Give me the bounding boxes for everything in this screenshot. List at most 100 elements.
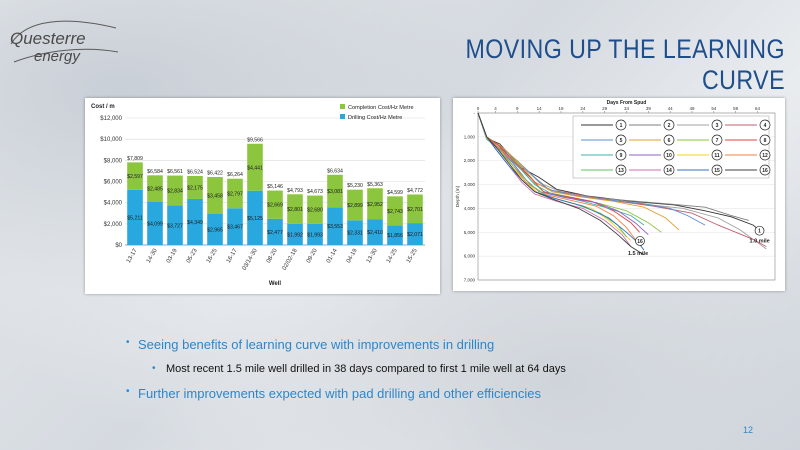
x-tick-label: 16-25: [206, 247, 219, 264]
x-tick-label: 14-30: [146, 247, 159, 264]
drilling-bar: [247, 190, 263, 245]
completion-data-label: $2,743: [387, 209, 403, 215]
x-tick-label: 15-25: [406, 247, 419, 264]
legend-marker-3: [711, 119, 723, 131]
completion-data-label: $3,458: [207, 193, 223, 199]
total-data-label: $4,772: [407, 188, 423, 194]
annotation-1-5-mile: 1.5 mile: [628, 251, 648, 257]
completion-data-label: $2,801: [287, 207, 303, 213]
x-tick-label: 14-25: [386, 247, 399, 264]
total-data-label: $6,264: [227, 172, 243, 178]
x-tick-label: 54: [711, 106, 717, 111]
x-tick-label: 05-23: [186, 247, 199, 264]
drilling-bar: [387, 225, 403, 245]
series-line-15: [477, 112, 645, 251]
x-tick-label: 03/14-30: [242, 247, 259, 271]
bullet-item: • Seeing benefits of learning curve with …: [126, 337, 758, 352]
drilling-bar: [147, 201, 163, 245]
drilling-bar: [267, 218, 283, 245]
legend-label-14: 14: [666, 168, 672, 174]
legend-swatch-completion: [340, 104, 345, 109]
y-tick-label: $6,000: [104, 180, 123, 186]
x-tick-label: 03-19: [166, 247, 179, 264]
legend-label-6: 6: [668, 138, 671, 144]
legend-label-11: 11: [714, 153, 720, 159]
completion-bar: [267, 190, 283, 219]
x-tick-label: 29: [602, 106, 608, 111]
x-tick-label: 02/02-18: [282, 247, 299, 271]
completion-data-label: $2,485: [147, 186, 163, 192]
legend-marker-15: [711, 164, 723, 176]
legend-marker-16: [759, 164, 771, 176]
drilling-data-label: $5,211: [127, 215, 143, 221]
legend-marker-12: [759, 149, 771, 161]
drilling-bar: [367, 219, 383, 245]
drilling-bar: [307, 223, 323, 245]
drilling-bar: [327, 207, 343, 245]
y-axis-label: Depth (m): [455, 185, 461, 207]
annotation-marker-label: 1: [758, 229, 761, 235]
annotation-1-mile: 1.0 mile: [750, 239, 770, 245]
completion-bar: [367, 188, 383, 220]
total-data-label: $6,524: [187, 169, 203, 175]
legend-label-4: 4: [764, 123, 767, 129]
x-tick-label: 08-20: [266, 247, 279, 264]
legend-swatch-drilling: [340, 114, 345, 119]
legend-label-completion: Completion Cost/Hz Metre: [348, 105, 414, 111]
legend-marker-2: [663, 119, 675, 131]
bullet-dot-icon: •: [126, 386, 130, 397]
total-data-label: $6,634: [327, 168, 343, 174]
total-data-label: $6,561: [167, 169, 183, 175]
x-tick-label: 24: [580, 106, 586, 111]
bar-chart-panel: Cost / m $0 $2,000 $4,000 $6,000 $8,000 $10,00…: [85, 98, 440, 294]
completion-data-label: $2,669: [267, 203, 283, 209]
legend-marker-7: [711, 134, 723, 146]
x-tick-label: 16-17: [226, 247, 239, 264]
legend-marker-1: [615, 119, 627, 131]
completion-bar: [127, 162, 143, 190]
chart-title: Days From Spud: [607, 100, 647, 106]
completion-data-label: $2,701: [407, 207, 423, 213]
legend-label-3: 3: [716, 123, 719, 129]
completion-data-label: $2,175: [187, 185, 203, 191]
drilling-data-label: $1,993: [307, 232, 323, 238]
completion-data-label: $4,441: [247, 165, 263, 171]
y-tick-label: 6,000: [464, 254, 476, 259]
legend-label-12: 12: [762, 153, 768, 159]
total-data-label: $4,793: [287, 188, 303, 194]
total-data-label: $6,584: [147, 169, 163, 175]
drilling-data-label: $3,553: [327, 224, 343, 230]
slide-title: MOVING UP THE LEARNING CURVE: [465, 34, 785, 95]
drilling-bar: [127, 189, 143, 245]
completion-data-label: $2,597: [127, 174, 143, 180]
legend-label-13: 13: [618, 168, 624, 174]
drilling-data-label: $2,477: [267, 230, 283, 236]
x-tick-label: 4: [494, 106, 497, 111]
x-axis-label: Well: [269, 281, 282, 287]
drilling-bar: [167, 205, 183, 245]
y-axis-label: Cost / m: [91, 104, 115, 110]
annotation-marker-1: [754, 225, 765, 236]
y-tick-label: $12,000: [100, 116, 122, 122]
y-tick-label: $10,000: [100, 137, 122, 143]
legend-label-1: 1: [620, 123, 623, 129]
x-tick-label: 59: [733, 106, 739, 111]
x-tick-label: 9: [516, 106, 519, 111]
y-tick-label: -: [474, 111, 476, 116]
x-tick-label: 13-17: [126, 247, 139, 264]
x-tick-label: 09-20: [306, 247, 319, 264]
total-data-label: $6,422: [207, 171, 223, 177]
bullet-dot-icon: •: [152, 363, 156, 374]
legend-label-15: 15: [714, 168, 720, 174]
legend-marker-14: [663, 164, 675, 176]
drilling-data-label: $2,071: [407, 232, 423, 238]
completion-bar: [227, 178, 243, 209]
bullet-list: • Seeing benefits of learning curve with …: [126, 337, 758, 412]
completion-bar: [167, 175, 183, 206]
drilling-bar: [227, 208, 243, 245]
company-logo: Questerre energy: [10, 20, 119, 65]
logo-text-secondary: energy: [34, 48, 81, 65]
total-data-label: $4,673: [307, 189, 323, 195]
y-tick-label: 7,000: [464, 278, 476, 283]
